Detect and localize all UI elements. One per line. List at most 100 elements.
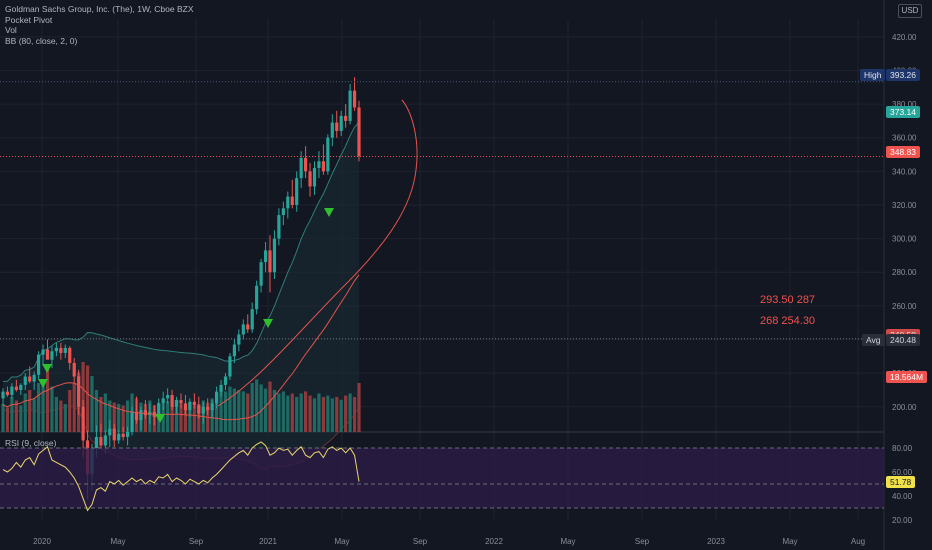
volume-bar — [317, 393, 321, 432]
candle-body — [312, 167, 317, 187]
avg-price-tag: 240.48 — [886, 334, 920, 346]
bb-upper-price-tag: 373.14 — [886, 106, 920, 118]
candle-body — [210, 403, 214, 411]
candle-body — [183, 403, 188, 411]
annotation-line-1[interactable]: 293.50 287 — [760, 294, 816, 306]
volume-bar — [259, 384, 263, 432]
volume-bar — [357, 383, 361, 432]
volume-bar — [326, 395, 330, 432]
candle-body — [134, 411, 139, 421]
candle-body — [130, 411, 134, 432]
candle-body — [255, 285, 259, 310]
candle-body — [326, 137, 330, 172]
candle-body — [19, 384, 23, 390]
volume-bar — [228, 386, 232, 432]
indicator-volume[interactable]: Vol — [5, 25, 17, 35]
indicator-pocket-pivot[interactable]: Pocket Pivot — [5, 14, 53, 25]
rsi-tick-label: 60.00 — [892, 468, 913, 477]
candle-body — [1, 391, 5, 399]
time-tick-label: May — [782, 537, 797, 546]
volume-bar — [281, 391, 285, 432]
volume-bar — [85, 365, 90, 432]
candle-body — [5, 391, 10, 396]
time-tick-label: 2021 — [259, 537, 277, 546]
rsi-band-fill — [0, 448, 884, 508]
volume-bar — [68, 390, 72, 432]
candle-body — [232, 344, 236, 357]
volume-bar — [28, 390, 32, 432]
volume-bar — [223, 391, 228, 432]
annotation-line-2[interactable]: 268 254.30 — [760, 315, 816, 327]
volume-bar — [179, 404, 183, 432]
candle-body — [299, 157, 303, 179]
volume-bar — [5, 407, 10, 432]
rsi-legend[interactable]: RSI (9, close) — [5, 438, 57, 448]
volume-bar — [108, 400, 112, 432]
candle-body — [339, 115, 343, 131]
candle-body — [77, 376, 81, 407]
volume-bar — [268, 381, 272, 432]
volume-bar — [1, 404, 5, 432]
volume-bar — [161, 404, 165, 432]
price-tick-label: 260.00 — [892, 302, 917, 311]
volume-bar — [255, 379, 259, 432]
volume-bar — [335, 397, 339, 432]
pocket-pivot-marker — [38, 379, 48, 388]
candle-body — [330, 122, 334, 138]
indicator-bollinger-bands[interactable]: BB (80, close, 2, 0) — [5, 35, 78, 46]
candle-body — [45, 349, 50, 360]
volume-bar — [250, 383, 254, 432]
candle-body — [197, 405, 201, 414]
volume-bar — [166, 401, 170, 432]
rsi-pane — [0, 441, 884, 512]
volume-bar — [121, 405, 125, 432]
candle-body — [41, 349, 45, 355]
candle-body — [277, 215, 281, 239]
candle-body — [54, 347, 58, 352]
candle-body — [246, 324, 250, 330]
volume-bar — [14, 400, 18, 432]
volume-bar — [312, 398, 317, 432]
candle-body — [241, 324, 245, 335]
candle-body — [37, 354, 41, 375]
volume-bar — [174, 405, 179, 432]
volume-bar — [299, 393, 303, 432]
pocket-pivot-marker — [42, 364, 52, 373]
candle-body — [94, 437, 99, 449]
candle-body — [63, 347, 67, 353]
volume-bar — [241, 391, 245, 432]
symbol-title[interactable]: Goldman Sachs Group, Inc. (The), 1W, Cbo… — [5, 4, 194, 14]
price-tick-label: 320.00 — [892, 201, 917, 210]
candle-body — [50, 351, 54, 360]
time-axis: 2020 May Sep 2021 May Sep 2022 May Sep 2023 May Aug — [33, 537, 865, 546]
volume-bar — [215, 393, 219, 432]
price-tick-label: 420.00 — [892, 33, 917, 42]
candle-body — [344, 115, 348, 121]
volume-bar — [50, 386, 54, 432]
volume-bar — [54, 397, 58, 432]
volume-bar — [90, 376, 94, 432]
price-tick-label: 360.00 — [892, 134, 917, 143]
volume-bar — [344, 395, 348, 432]
candle-body — [23, 376, 27, 385]
volume-bar — [81, 362, 85, 432]
candle-body — [206, 406, 210, 411]
time-tick-label: May — [110, 537, 125, 546]
pocket-pivot-markers — [38, 208, 334, 423]
volume-bar — [10, 397, 14, 432]
time-tick-label: 2023 — [707, 537, 725, 546]
price-tick-label: 380.00 — [892, 100, 917, 109]
volume-bar — [37, 383, 41, 432]
candle-body — [304, 157, 308, 172]
candle-body — [103, 435, 107, 446]
candle-body — [268, 250, 272, 273]
volume-bar — [112, 402, 116, 432]
pocket-pivot-marker — [324, 208, 334, 217]
bb-projection-curve — [217, 99, 418, 407]
candle-body — [112, 428, 116, 441]
volume-bar — [232, 388, 236, 432]
currency-button[interactable]: USD — [898, 4, 922, 18]
candle-body — [108, 428, 112, 436]
candle-body — [308, 171, 312, 187]
